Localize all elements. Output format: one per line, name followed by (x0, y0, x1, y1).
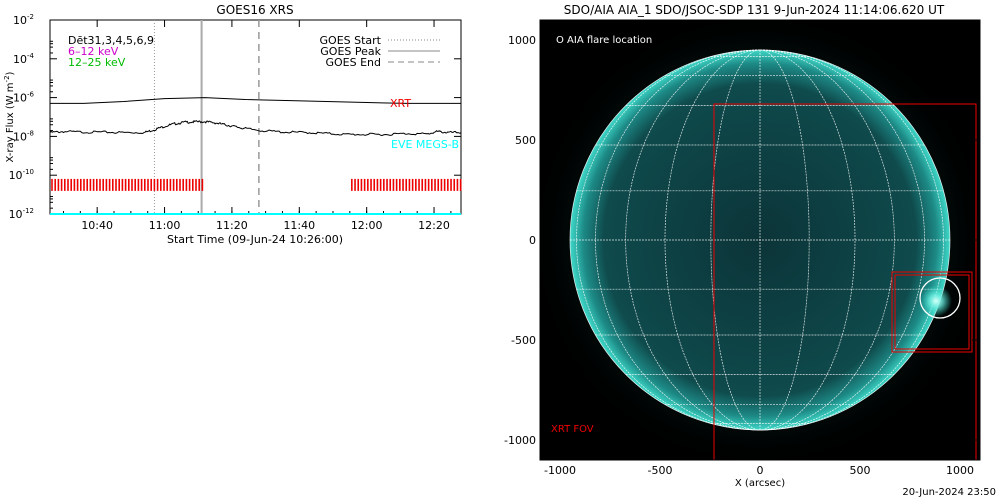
legend-goes-start: GOES Start (320, 34, 382, 47)
heliographic-grid (569, 49, 951, 431)
goes-x-axis-label: Start Time (09-Jun-24 10:26:00) (167, 233, 343, 246)
aia-x-tick-label: -1000 (544, 464, 576, 477)
goes-y-tick-label: 10-2 (13, 13, 34, 27)
legend-goes-end: GOES End (325, 56, 381, 69)
longitude-line (576, 49, 761, 431)
goes-x-tick-label: 11:20 (216, 219, 248, 232)
aia-y-tick-label: 1000 (508, 34, 536, 47)
xrt-coverage-marks (51, 178, 462, 191)
longitude-line (710, 49, 761, 431)
goes-y-tick-label: 10-10 (9, 168, 34, 182)
aia-x-tick-label: -500 (648, 464, 673, 477)
aia-axis-ticks: -1000 -500 0 500 1000 1000 500 0 -500 -1000 (504, 20, 980, 477)
goes-xrs-chart: GOES16 XRS 10-2 10-4 10-6 10-8 10-10 10-12 10… (3, 3, 462, 246)
aia-y-tick-label: -1000 (504, 434, 536, 447)
legend-detectors: Dēt31,3,4,5,6,9 (68, 34, 154, 47)
legend-6-12kev: 6–12 keV (68, 45, 119, 58)
goes-event-lines (153, 20, 260, 214)
aia-y-tick-label: 0 (529, 234, 536, 247)
goes-x-tick-label: 11:00 (149, 219, 181, 232)
aia-x-axis-label: X (arcsec) (735, 478, 785, 489)
legend-goes-peak: GOES Peak (320, 45, 381, 58)
aia-y-tick-label: 500 (515, 134, 536, 147)
goes-y-axis-label: X-ray Flux (W m-2) (3, 71, 16, 162)
goes-series-group (49, 97, 462, 215)
goes-x-tick-labels: 10:40 11:00 11:20 11:40 12:00 12:20 (81, 219, 450, 232)
longitude-line (759, 49, 810, 431)
longitude-line (759, 49, 944, 431)
aia-y-tick-label: -500 (511, 334, 536, 347)
longitude-line (759, 49, 895, 431)
goes-chart-title: GOES16 XRS (216, 3, 293, 17)
longitude-line (625, 49, 761, 431)
goes-x-tick-label: 10:40 (81, 219, 113, 232)
aia-image-panel: SDO/AIA AIA_1 SDO/JSOC-SDP 131 9-Jun-202… (504, 3, 981, 489)
aia-x-tick-label: 0 (757, 464, 764, 477)
longitude-line (664, 49, 761, 431)
goes-y-tick-label: 10-8 (13, 129, 34, 143)
goes-y-label-sup: -2 (3, 75, 11, 82)
longitude-line (759, 49, 856, 431)
generation-timestamp: 20-Jun-2024 23:50 (902, 487, 996, 498)
goes-x-tick-label: 11:40 (283, 219, 315, 232)
aia-legend-flare: O AIA flare location (556, 35, 652, 46)
flare-location-marker (919, 277, 961, 319)
goes-series-long-channel (49, 119, 462, 137)
goes-x-tick-label: 12:20 (418, 219, 450, 232)
goes-y-label-main: X-ray Flux (W m (5, 82, 16, 162)
xrt-fov-label: XRT FOV (551, 424, 594, 435)
aia-title: SDO/AIA AIA_1 SDO/JSOC-SDP 131 9-Jun-202… (564, 3, 945, 17)
xrt-subfov-inner-box (894, 274, 970, 350)
xrt-subfov-box (891, 271, 973, 353)
goes-y-tick-labels: 10-2 10-4 10-6 10-8 10-10 10-12 (9, 13, 35, 221)
goes-y-tick-label: 10-12 (9, 207, 34, 221)
aia-x-tick-label: 500 (850, 464, 871, 477)
goes-y-label-tail: ) (5, 71, 16, 75)
eve-label: EVE MEGS-B (391, 138, 459, 151)
goes-y-tick-label: 10-4 (13, 52, 35, 66)
goes-x-tick-label: 12:00 (351, 219, 383, 232)
goes-y-tick-label: 10-6 (13, 91, 35, 105)
aia-x-tick-label: 1000 (946, 464, 974, 477)
xrt-label: XRT (390, 97, 411, 110)
xrt-fov-box (713, 103, 977, 460)
legend-12-25kev: 12–25 keV (68, 56, 126, 69)
flare-brightening (920, 285, 952, 317)
goes-series-upper (50, 97, 461, 104)
